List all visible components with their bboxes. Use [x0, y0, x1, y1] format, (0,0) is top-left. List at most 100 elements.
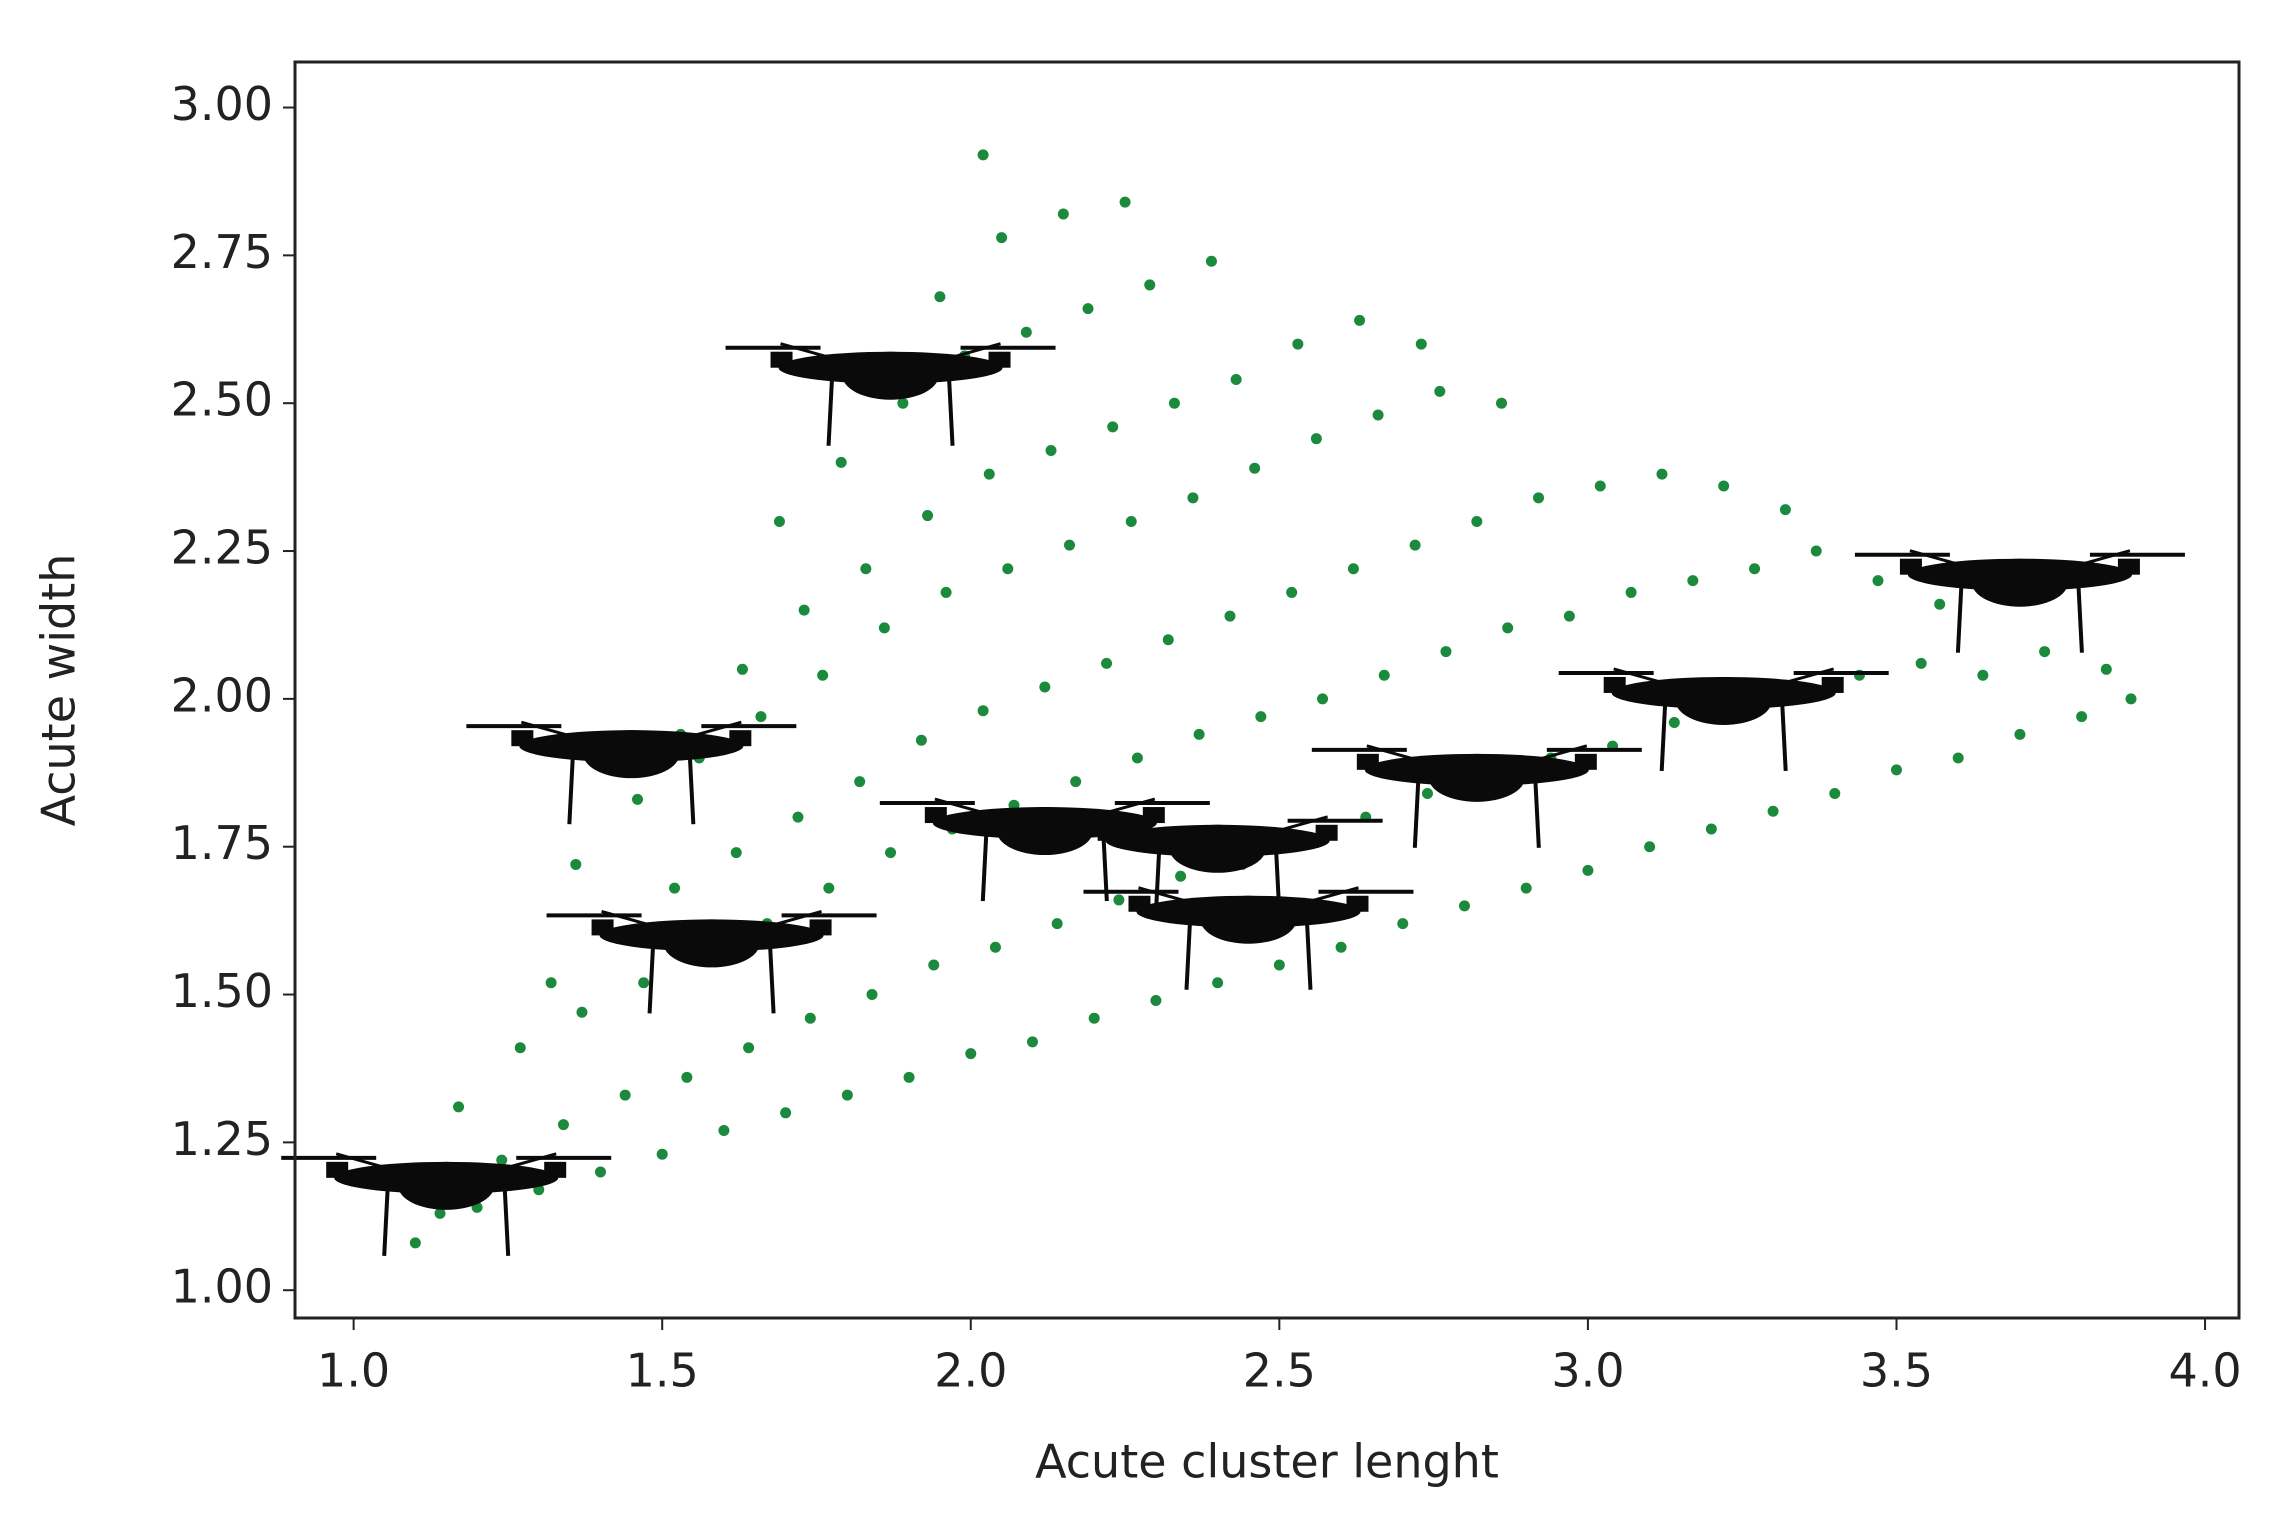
y-tick-label: 2.25	[171, 521, 273, 575]
scatter-point	[1397, 918, 1409, 930]
drone-part	[1412, 769, 1421, 848]
scatter-point	[1292, 338, 1304, 350]
scatter-point	[594, 1166, 606, 1178]
x-tick-label: 4.0	[2168, 1344, 2241, 1398]
scatter-point	[922, 510, 934, 522]
scatter-point	[1829, 787, 1841, 799]
scatter-point	[2039, 646, 2051, 658]
drone-part	[1169, 824, 1266, 873]
scatter-point	[669, 882, 681, 894]
y-tick-label: 2.00	[171, 668, 273, 722]
y-tick-label: 1.75	[171, 816, 273, 870]
scatter-point	[570, 858, 582, 870]
scatter-point	[1687, 575, 1699, 587]
scatter-point	[1335, 941, 1347, 953]
scatter-point	[1409, 539, 1421, 551]
scatter-point	[780, 1107, 792, 1119]
scatter-point	[1088, 1012, 1100, 1024]
drone-part	[663, 919, 760, 968]
scatter-point	[1458, 900, 1470, 912]
y-tick-label: 1.00	[171, 1260, 273, 1314]
scatter-point	[1656, 468, 1668, 480]
scatter-point	[1101, 657, 1113, 669]
scatter-point	[1372, 409, 1384, 421]
scatter-point	[1718, 480, 1730, 492]
scatter-point	[1082, 303, 1094, 315]
scatter-point	[638, 977, 650, 989]
drone-part	[583, 730, 680, 779]
scatter-point	[496, 1154, 508, 1166]
scatter-point	[977, 705, 989, 717]
drone-part	[842, 351, 939, 400]
scatter-point	[934, 291, 946, 303]
scatter-point	[1125, 515, 1137, 527]
scatter-point	[1705, 823, 1717, 835]
scatter-point	[1057, 208, 1069, 220]
scatter-point	[730, 847, 742, 859]
scatter-point	[1175, 870, 1187, 882]
scatter-point	[885, 847, 897, 859]
drone-part	[382, 1177, 391, 1256]
scatter-point	[1317, 693, 1329, 705]
scatter-point	[854, 776, 866, 788]
scatter-point	[1212, 977, 1224, 989]
scatter-point	[1070, 776, 1082, 788]
scatter-point	[965, 1048, 977, 1060]
scatter-point	[897, 397, 909, 409]
y-tick-label: 3.00	[171, 77, 273, 131]
scatter-point	[1520, 882, 1532, 894]
scatter-point	[755, 711, 767, 723]
scatter-point	[1144, 279, 1156, 291]
drone-marker	[281, 1152, 612, 1256]
scatter-point	[1434, 385, 1446, 397]
plot-frame	[293, 60, 2241, 1320]
scatter-point	[743, 1042, 755, 1054]
scatter-point	[915, 734, 927, 746]
scatter-point	[817, 669, 829, 681]
scatter-point	[1594, 480, 1606, 492]
scatter-point	[1563, 610, 1575, 622]
scatter-point	[1119, 196, 1131, 208]
scatter-point	[576, 1006, 588, 1018]
scatter-point	[1002, 563, 1014, 575]
scatter-point	[1440, 646, 1452, 658]
scatter-point	[928, 959, 940, 971]
scatter-point	[1187, 492, 1199, 504]
scatter-point	[1150, 994, 1162, 1006]
scatter-point	[1668, 717, 1680, 729]
scatter-point	[1347, 563, 1359, 575]
drone-part	[1200, 895, 1297, 944]
scatter-point	[773, 515, 785, 527]
y-tick-label: 1.25	[171, 1112, 273, 1166]
drone-part	[567, 746, 576, 825]
drone-part	[1659, 692, 1668, 772]
scatter-point	[1064, 539, 1076, 551]
drone-part	[996, 807, 1093, 856]
scatter-point	[940, 586, 952, 598]
scatter-point	[545, 977, 557, 989]
y-axis-label: Acute width	[32, 554, 86, 827]
scatter-point	[1415, 338, 1427, 350]
x-tick-label: 2.0	[934, 1344, 1007, 1398]
scatter-point	[1625, 586, 1637, 598]
drone-part	[980, 822, 989, 902]
drone-marker	[1854, 549, 2185, 653]
drone-part	[946, 367, 955, 446]
scatter-point	[1502, 622, 1514, 634]
drone-part	[1428, 753, 1525, 802]
scatter-point	[1749, 563, 1761, 575]
scatter-point	[681, 1071, 693, 1083]
drone-marker	[1083, 886, 1414, 990]
scatter-point	[1107, 421, 1119, 433]
scatter-point	[1039, 681, 1051, 693]
scatter-point	[1273, 959, 1285, 971]
scatter-point	[619, 1089, 631, 1101]
scatter-point	[866, 989, 878, 1001]
scatter-point	[1045, 445, 1057, 457]
scatter-point	[2014, 728, 2026, 740]
scatter-point	[1310, 433, 1322, 445]
drone-part	[1971, 558, 2068, 607]
plot-marks	[281, 149, 2185, 1256]
